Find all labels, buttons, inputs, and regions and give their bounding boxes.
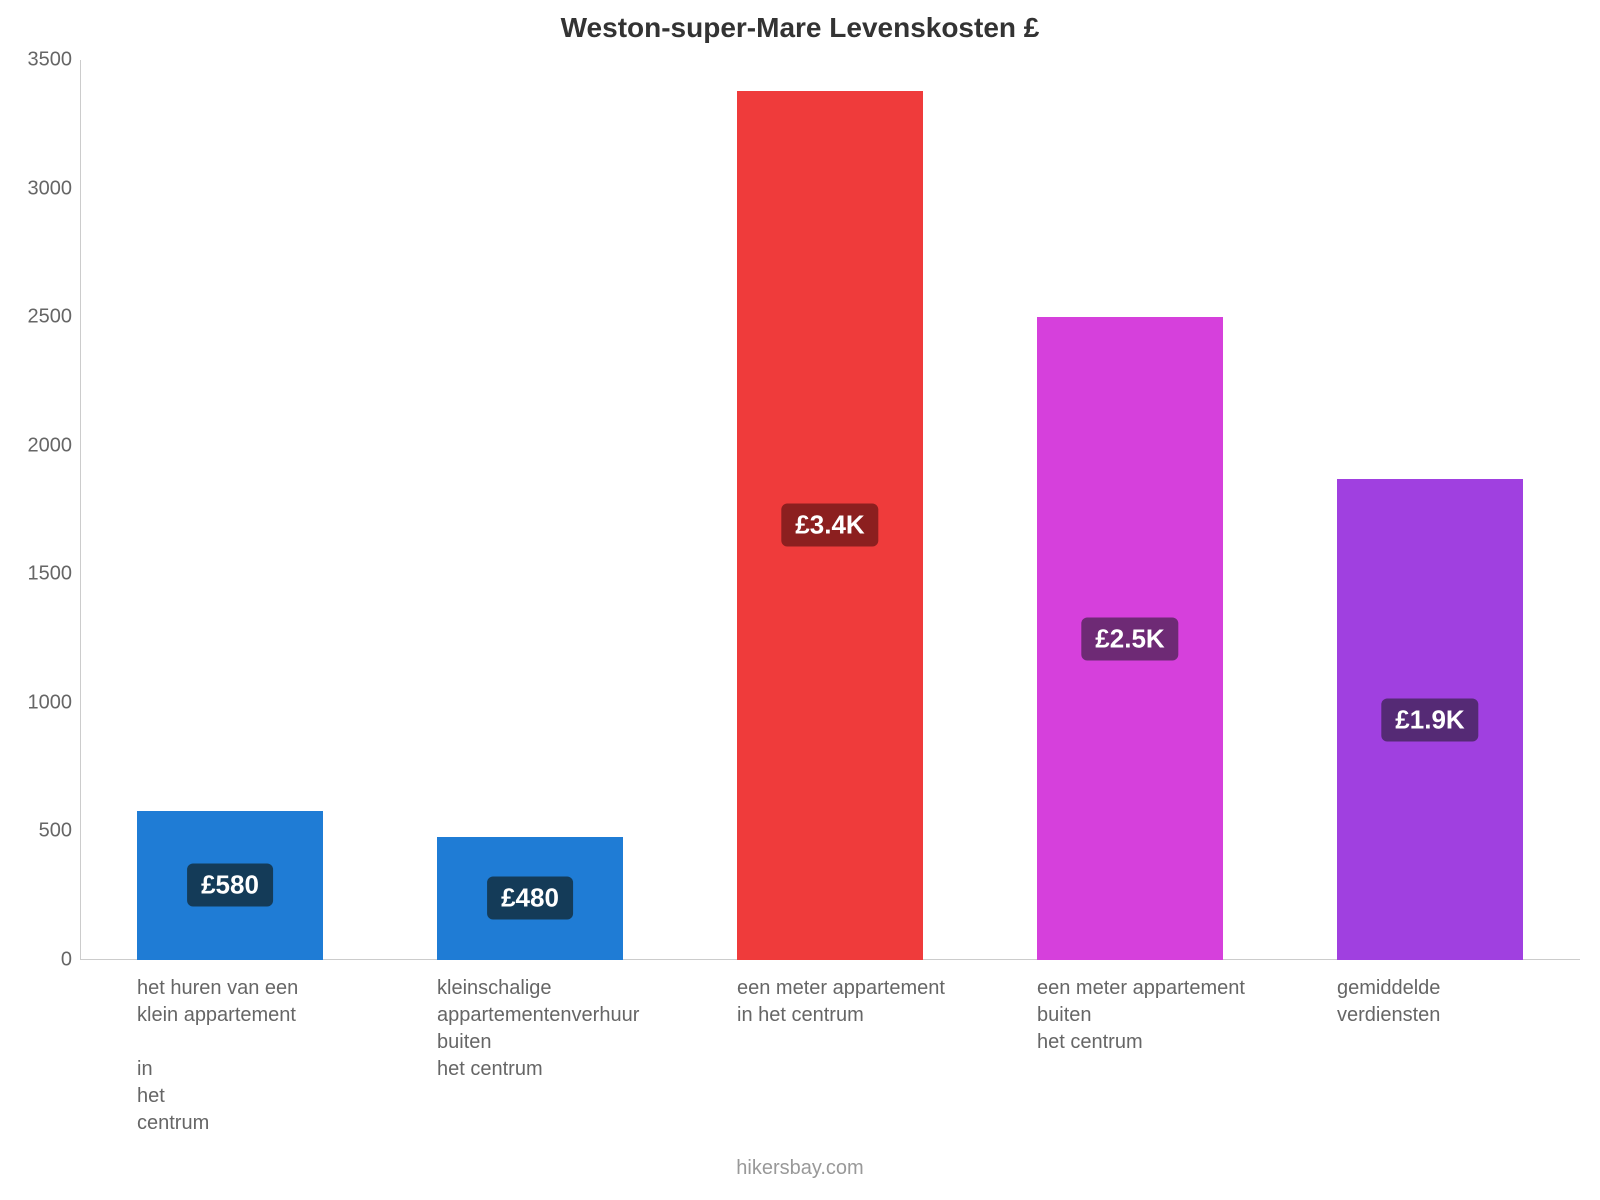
y-tick-label: 500 <box>12 820 72 843</box>
x-tick-label: gemiddelde verdiensten <box>1337 975 1600 1029</box>
chart-title: Weston-super-Mare Levenskosten £ <box>0 12 1600 44</box>
bar-value-label: £580 <box>187 864 273 907</box>
x-tick-label: een meter appartement buiten het centrum <box>1037 975 1337 1056</box>
y-tick-label: 3500 <box>12 49 72 72</box>
y-tick-label: 0 <box>12 949 72 972</box>
x-tick-label: kleinschalige appartementenverhuur buite… <box>437 975 737 1083</box>
y-tick-label: 1000 <box>12 691 72 714</box>
x-tick-label: het huren van een klein appartement in h… <box>137 975 437 1137</box>
bar-value-label: £3.4K <box>781 504 878 547</box>
y-tick-label: 3000 <box>12 177 72 200</box>
y-tick-label: 2000 <box>12 434 72 457</box>
chart-container: Weston-super-Mare Levenskosten £ hikersb… <box>0 0 1600 1200</box>
bar-value-label: £2.5K <box>1081 617 1178 660</box>
x-tick-label: een meter appartement in het centrum <box>737 975 1037 1029</box>
bar-value-label: £1.9K <box>1381 698 1478 741</box>
bar-value-label: £480 <box>487 877 573 920</box>
chart-footer: hikersbay.com <box>0 1157 1600 1180</box>
y-tick-label: 1500 <box>12 563 72 586</box>
y-tick-label: 2500 <box>12 306 72 329</box>
